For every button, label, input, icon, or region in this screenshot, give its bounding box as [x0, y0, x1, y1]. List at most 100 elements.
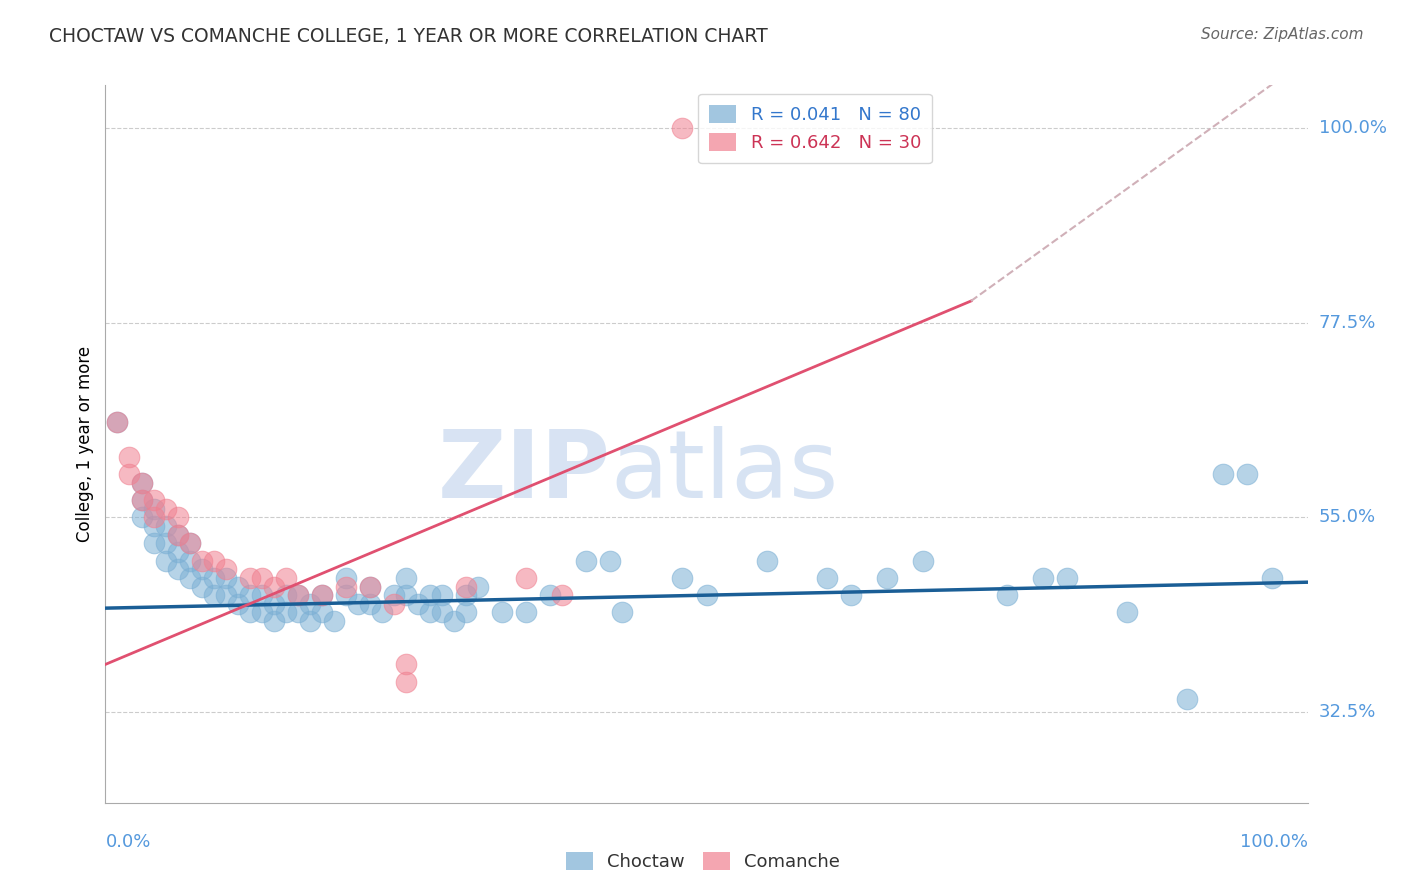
Point [214, 562, 236, 576]
Point [142, 501, 165, 516]
Point [202, 553, 225, 567]
Point [263, 580, 285, 594]
Point [995, 588, 1018, 602]
Point [467, 580, 489, 594]
Point [226, 597, 249, 611]
Point [311, 588, 333, 602]
Point [142, 536, 165, 550]
Point [107, 415, 129, 429]
Point [287, 588, 309, 602]
Point [166, 545, 188, 559]
Point [239, 571, 262, 585]
Point [1175, 692, 1198, 706]
Point [1116, 606, 1139, 620]
Point [202, 588, 225, 602]
Point [179, 536, 201, 550]
Point [671, 571, 693, 585]
Point [239, 588, 262, 602]
Point [142, 519, 165, 533]
Text: 0.0%: 0.0% [105, 833, 150, 851]
Point [214, 588, 236, 602]
Point [335, 588, 357, 602]
Point [359, 580, 381, 594]
Text: 32.5%: 32.5% [1319, 703, 1376, 721]
Point [1056, 571, 1078, 585]
Point [298, 597, 321, 611]
Point [239, 606, 262, 620]
Point [1212, 467, 1234, 481]
Point [406, 597, 429, 611]
Point [395, 674, 418, 689]
Point [298, 614, 321, 628]
Text: 77.5%: 77.5% [1319, 314, 1376, 332]
Point [395, 588, 418, 602]
Point [287, 606, 309, 620]
Point [274, 571, 297, 585]
Point [1260, 571, 1282, 585]
Point [599, 553, 621, 567]
Point [214, 571, 236, 585]
Point [839, 588, 862, 602]
Point [454, 606, 477, 620]
Point [419, 588, 441, 602]
Point [359, 597, 381, 611]
Point [142, 493, 165, 508]
Point [515, 571, 537, 585]
Point [166, 510, 188, 524]
Text: ZIP: ZIP [437, 426, 610, 518]
Point [551, 588, 574, 602]
Point [430, 606, 453, 620]
Point [131, 510, 153, 524]
Point [671, 120, 693, 135]
Point [430, 588, 453, 602]
Point [382, 597, 405, 611]
Point [815, 571, 838, 585]
Point [107, 415, 129, 429]
Text: CHOCTAW VS COMANCHE COLLEGE, 1 YEAR OR MORE CORRELATION CHART: CHOCTAW VS COMANCHE COLLEGE, 1 YEAR OR M… [49, 27, 768, 45]
Point [454, 580, 477, 594]
Point [335, 580, 357, 594]
Point [263, 614, 285, 628]
Point [419, 606, 441, 620]
Point [118, 467, 141, 481]
Text: atlas: atlas [610, 426, 838, 518]
Y-axis label: College, 1 year or more: College, 1 year or more [76, 346, 94, 541]
Text: 100.0%: 100.0% [1240, 833, 1308, 851]
Point [142, 510, 165, 524]
Point [250, 588, 273, 602]
Point [287, 588, 309, 602]
Point [166, 562, 188, 576]
Point [118, 450, 141, 464]
Point [335, 571, 357, 585]
Point [190, 553, 212, 567]
Point [155, 536, 177, 550]
Text: Source: ZipAtlas.com: Source: ZipAtlas.com [1201, 27, 1364, 42]
Point [131, 475, 153, 490]
Point [322, 614, 344, 628]
Point [538, 588, 561, 602]
Point [515, 606, 537, 620]
Point [395, 657, 418, 672]
Point [454, 588, 477, 602]
Point [250, 606, 273, 620]
Point [155, 519, 177, 533]
Point [274, 588, 297, 602]
Point [179, 536, 201, 550]
Point [226, 580, 249, 594]
Point [274, 606, 297, 620]
Point [166, 527, 188, 541]
Point [347, 597, 370, 611]
Point [202, 571, 225, 585]
Legend: R = 0.041   N = 80, R = 0.642   N = 30: R = 0.041 N = 80, R = 0.642 N = 30 [699, 94, 932, 163]
Point [696, 588, 718, 602]
Point [155, 553, 177, 567]
Point [263, 597, 285, 611]
Legend: Choctaw, Comanche: Choctaw, Comanche [558, 845, 848, 879]
Text: 55.0%: 55.0% [1319, 508, 1376, 526]
Point [911, 553, 934, 567]
Point [612, 606, 634, 620]
Point [371, 606, 394, 620]
Point [755, 553, 778, 567]
Point [166, 527, 188, 541]
Point [876, 571, 898, 585]
